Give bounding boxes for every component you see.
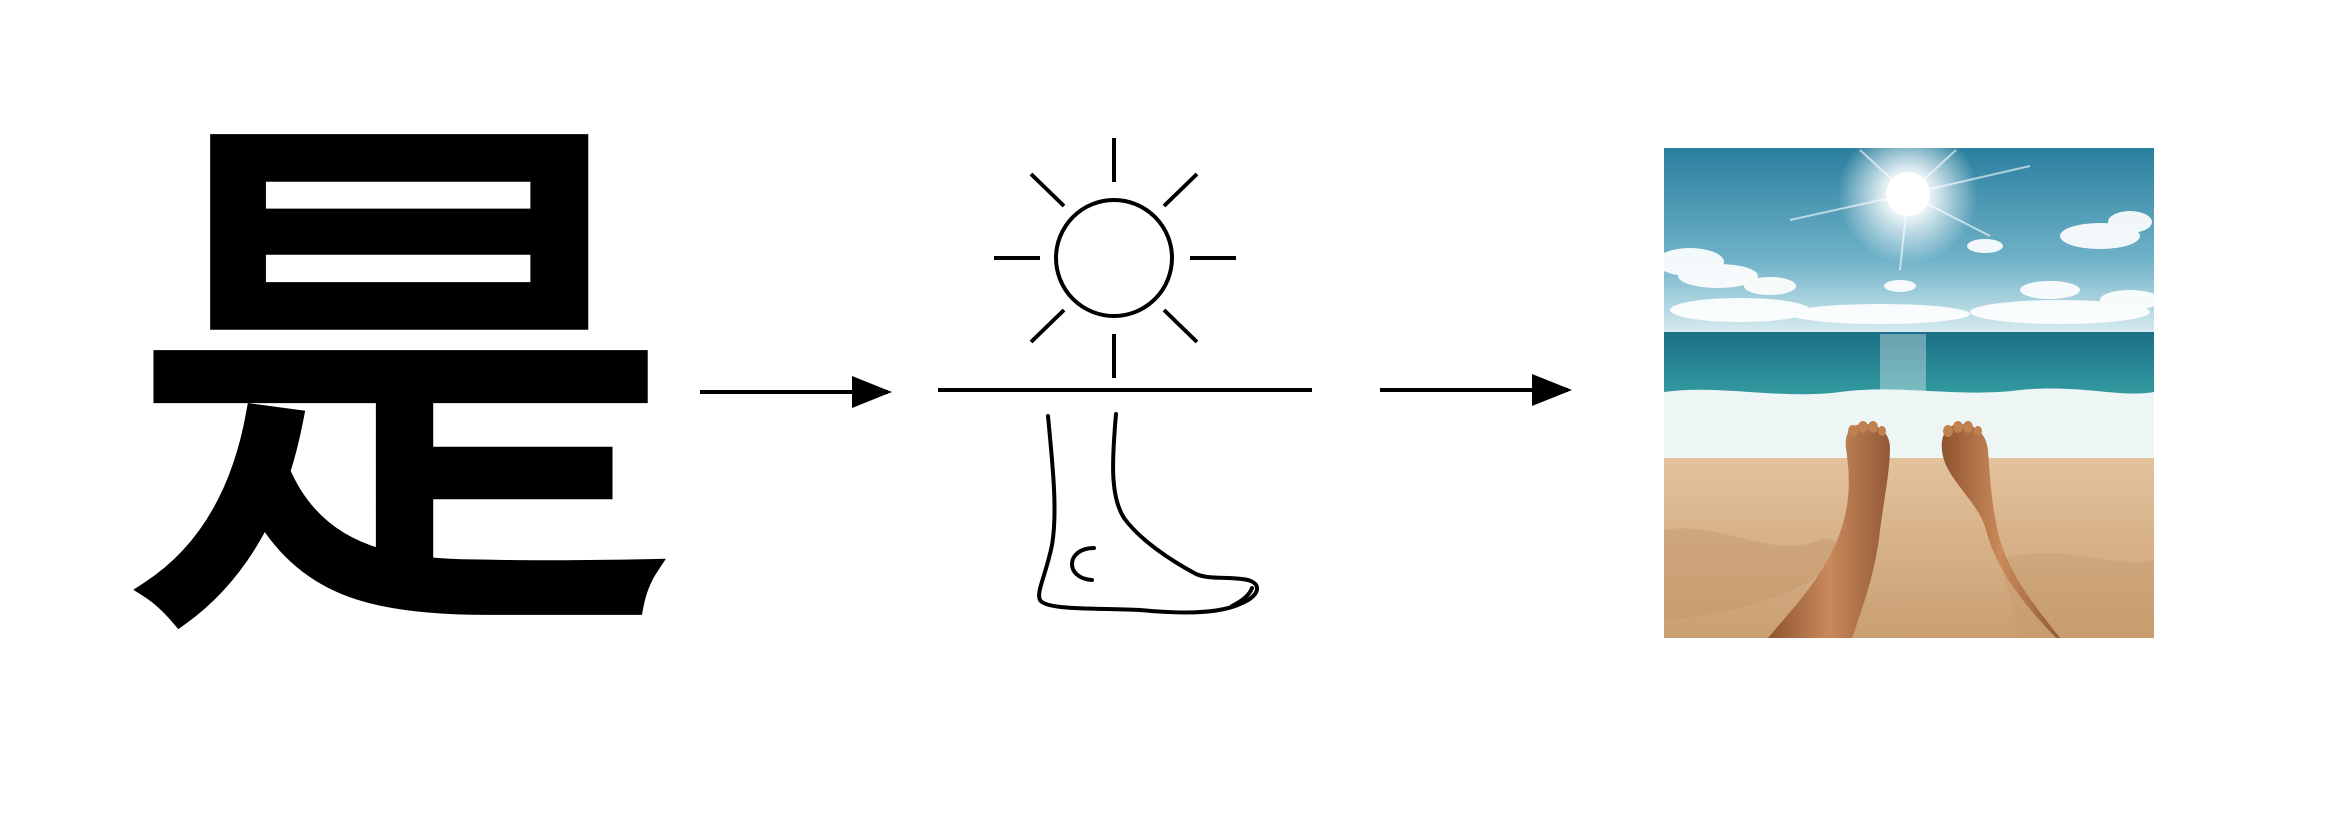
chinese-character: 是: [130, 68, 670, 702]
sun-icon: [994, 138, 1236, 378]
beach-feet-under-sun-photo: [1664, 148, 2154, 638]
foot-icon: [1037, 412, 1259, 615]
